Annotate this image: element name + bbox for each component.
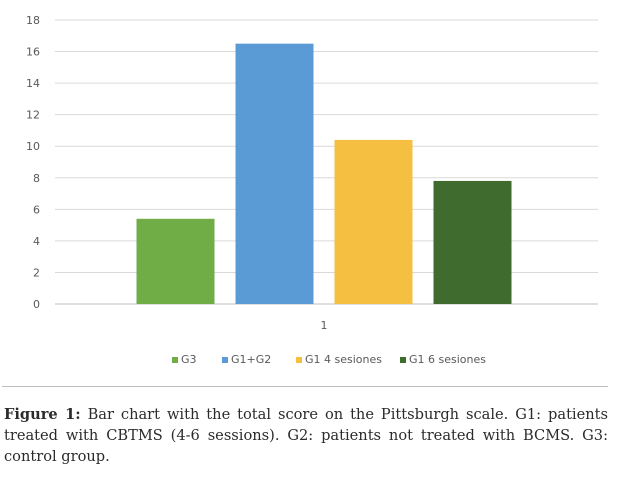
x-tick-label: 1 xyxy=(321,319,328,332)
gridlines xyxy=(55,19,598,305)
bar-g1-6-sesiones xyxy=(433,180,512,304)
caption-text: Bar chart with the total score on the Pi… xyxy=(4,406,608,465)
x-axis-ticks: 1 xyxy=(321,319,328,332)
y-axis-ticks: 0 2 4 6 8 10 12 14 16 18 xyxy=(26,14,40,311)
legend-swatch-g1-6-sesiones xyxy=(400,357,406,363)
legend-label-g1-g2: G1+G2 xyxy=(231,353,271,366)
legend-swatch-g1-4-sesiones xyxy=(296,357,302,363)
y-tick-label: 4 xyxy=(33,235,40,248)
caption-label: Figure 1: xyxy=(4,406,81,423)
y-tick-label: 16 xyxy=(26,46,40,59)
y-tick-label: 14 xyxy=(26,77,40,90)
y-tick-label: 12 xyxy=(26,109,40,122)
bars xyxy=(136,43,512,305)
bar-g3 xyxy=(136,218,215,304)
legend: G3 G1+G2 G1 4 sesiones G1 6 sesiones xyxy=(172,353,486,366)
bar-g1-g2 xyxy=(235,43,314,305)
y-tick-label: 2 xyxy=(33,266,40,279)
legend-swatch-g3 xyxy=(172,357,178,363)
legend-label-g1-4-sesiones: G1 4 sesiones xyxy=(305,353,382,366)
bar-g1-4-sesiones xyxy=(334,139,413,304)
figure-caption: Figure 1: Bar chart with the total score… xyxy=(4,404,608,467)
legend-swatch-g1-g2 xyxy=(222,357,228,363)
legend-label-g1-6-sesiones: G1 6 sesiones xyxy=(409,353,486,366)
bar-chart: 0 2 4 6 8 10 12 14 16 18 1 G3 G1+G2 G1 4 sesiones G1… xyxy=(26,14,598,366)
y-tick-label: 18 xyxy=(26,14,40,27)
y-tick-label: 6 xyxy=(33,203,40,216)
y-tick-label: 0 xyxy=(33,298,40,311)
y-tick-label: 10 xyxy=(26,140,40,153)
caption-divider xyxy=(2,386,608,387)
y-tick-label: 8 xyxy=(33,172,40,185)
legend-label-g3: G3 xyxy=(181,353,197,366)
